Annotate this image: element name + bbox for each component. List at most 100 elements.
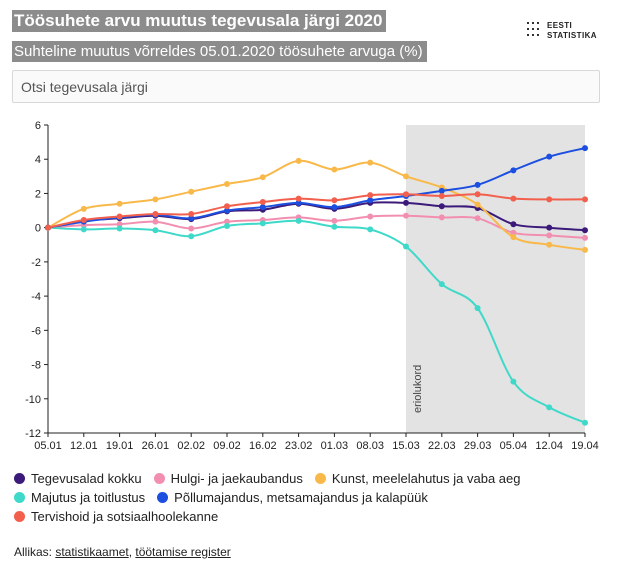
x-tick-label: 19.04 (571, 440, 599, 452)
x-tick-label: 12.01 (70, 440, 98, 452)
series-point-2 (80, 205, 87, 212)
source-note: Allikas: statistikaamet, töötamise regis… (14, 545, 231, 559)
series-point-5 (331, 197, 338, 204)
series-point-5 (224, 203, 230, 210)
series-point-3 (546, 404, 553, 411)
legend-label: Hulgi- ja jaekaubandus (170, 471, 303, 486)
legend-item[interactable]: Hulgi- ja jaekaubandus (153, 469, 303, 488)
series-point-3 (116, 225, 123, 232)
series-point-1 (438, 214, 445, 221)
x-tick-label: 08.03 (356, 440, 384, 452)
legend-item[interactable]: Kunst, meelelahutus ja vaba aeg (314, 469, 521, 488)
logo-line2: STATISTIKA (547, 31, 597, 40)
series-point-4 (295, 199, 302, 206)
y-tick-label: 2 (35, 188, 41, 200)
y-tick-label: -4 (31, 291, 41, 303)
series-point-2 (188, 188, 195, 195)
series-point-4 (582, 145, 588, 152)
y-tick-label: 6 (35, 120, 41, 132)
series-point-5 (152, 210, 159, 217)
x-tick-label: 26.01 (142, 440, 170, 452)
legend-label: Kunst, meelelahutus ja vaba aeg (331, 471, 521, 486)
series-point-5 (45, 224, 51, 231)
series-point-2 (367, 159, 374, 166)
chart-title-wrap: Töösuhete arvu muutus tegevusala järgi 2… (12, 10, 387, 32)
series-point-1 (331, 217, 338, 224)
series-point-5 (295, 195, 302, 202)
series-point-0 (510, 221, 517, 228)
source-prefix: Allikas: (14, 545, 56, 559)
series-point-4 (188, 215, 195, 222)
series-point-1 (510, 229, 517, 236)
chart-title: Töösuhete arvu muutus tegevusala järgi 2… (12, 10, 387, 32)
series-point-2 (474, 201, 481, 208)
series-point-2 (510, 234, 517, 241)
series-point-1 (224, 218, 230, 225)
x-tick-label: 22.03 (428, 440, 456, 452)
series-point-5 (259, 199, 266, 205)
logo-text: EESTI STATISTIKA (547, 21, 597, 41)
series-point-1 (546, 232, 553, 239)
series-point-1 (188, 225, 195, 232)
series-point-2 (331, 166, 338, 173)
series-point-5 (546, 196, 553, 203)
legend-row: Tervishoid ja sotsiaalhoolekanne (14, 507, 614, 526)
series-point-3 (224, 222, 230, 229)
legend-dot-icon (14, 511, 25, 522)
x-tick-label: 15.03 (392, 440, 420, 452)
series-point-3 (367, 226, 374, 233)
series-point-3 (152, 227, 159, 234)
series-point-3 (438, 281, 445, 288)
legend-item[interactable]: Tegevusalad kokku (14, 469, 142, 488)
legend-label: Tegevusalad kokku (31, 471, 142, 486)
legend-item[interactable]: Tervishoid ja sotsiaalhoolekanne (14, 507, 218, 526)
series-point-1 (116, 221, 123, 228)
series-point-3 (403, 243, 409, 250)
series-point-3 (188, 233, 195, 240)
series-point-3 (295, 217, 302, 224)
legend-item[interactable]: Põllumajandus, metsamajandus ja kalapüük (157, 488, 428, 507)
series-point-3 (474, 305, 481, 312)
x-tick-label: 09.02 (213, 440, 241, 452)
legend-row: Tegevusalad kokku Hulgi- ja jaekaubandus K… (14, 469, 614, 488)
x-tick-label: 29.03 (464, 440, 492, 452)
series-point-3 (582, 419, 588, 426)
series-point-2 (546, 241, 553, 248)
series-point-2 (582, 246, 588, 253)
legend-label: Majutus ja toitlustus (31, 490, 146, 505)
series-point-4 (331, 204, 338, 211)
legend-label: Põllumajandus, metsamajandus ja kalapüük (174, 490, 428, 505)
series-point-0 (403, 199, 409, 206)
eesti-statistika-logo: EESTI STATISTIKA (527, 21, 607, 43)
logo-dots-icon (527, 22, 541, 40)
series-point-2 (259, 174, 266, 181)
legend-dot-icon (153, 473, 165, 484)
series-point-2 (152, 196, 159, 203)
source-link-statistikaamet[interactable]: statistikaamet (55, 545, 129, 559)
series-point-5 (582, 196, 588, 203)
series-point-3 (80, 226, 87, 233)
y-tick-label: -10 (25, 394, 41, 406)
series-line-5 (47, 193, 586, 229)
band-area (406, 125, 585, 433)
y-tick-label: 0 (35, 223, 41, 235)
source-link-register[interactable]: töötamise register (135, 545, 231, 559)
series-point-5 (367, 192, 374, 199)
y-tick-label: -12 (25, 428, 41, 440)
series-point-4 (224, 207, 230, 214)
series-point-4 (438, 187, 445, 194)
y-tick-label: -6 (31, 325, 41, 337)
series-point-0 (582, 227, 588, 234)
search-input[interactable] (12, 70, 600, 103)
series-point-5 (403, 191, 409, 198)
x-tick-label: 19.01 (106, 440, 134, 452)
legend-item[interactable]: Majutus ja toitlustus (14, 488, 145, 507)
series-point-2 (116, 200, 123, 207)
chart-subtitle: Suhteline muutus võrreldes 05.01.2020 tö… (12, 41, 427, 62)
series-point-3 (331, 223, 338, 230)
source-separator: , (128, 545, 136, 559)
series-point-0 (438, 203, 445, 210)
series-line-2 (47, 159, 586, 251)
series-point-5 (80, 216, 87, 223)
